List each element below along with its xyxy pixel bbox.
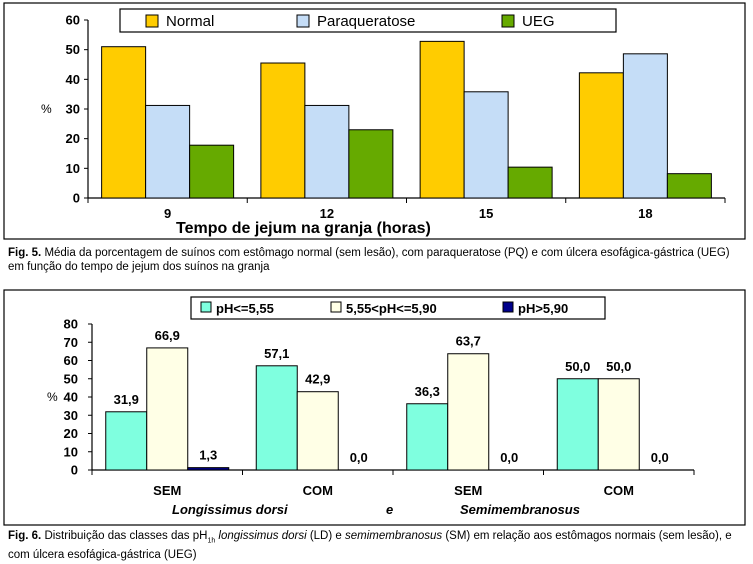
chart2-y-tick-label: 40 xyxy=(64,390,78,405)
chart1-legend-swatch xyxy=(501,14,515,28)
chart1-x-tick-label: 18 xyxy=(638,206,652,221)
chart2-ylabel: % xyxy=(47,390,58,404)
chart2-data-label: 66,9 xyxy=(155,328,180,343)
chart2-legend-swatch xyxy=(200,301,212,313)
chart1-y-tick-label: 60 xyxy=(66,13,80,28)
chart2-y-ticks: 0 10 20 30 40 50 60 70 80 xyxy=(64,317,92,478)
chart2-y-tick-label: 10 xyxy=(64,444,78,459)
fig6-text-b: longissimus dorsi xyxy=(215,530,307,542)
chart2-bar xyxy=(406,403,449,471)
chart1-legend-swatch xyxy=(296,14,310,28)
chart1-bar xyxy=(189,144,235,199)
chart2-data-label: 63,7 xyxy=(456,334,481,349)
chart1-legend-label: UEG xyxy=(522,13,555,30)
chart1-bar xyxy=(463,91,509,199)
chart2-data-label: 0,0 xyxy=(350,450,368,465)
chart1-y-tick-label: 0 xyxy=(73,191,80,206)
chart2-y-tick-label: 70 xyxy=(64,335,78,350)
chart2-x-tick-label: SEM xyxy=(454,483,482,498)
chart2-legend-label: pH<=5,55 xyxy=(216,301,274,316)
chart1-legend-swatch xyxy=(145,14,159,28)
chart1-y-tick-label: 10 xyxy=(66,161,80,176)
chart2-group-e: e xyxy=(386,502,393,517)
chart2-data-label: 0,0 xyxy=(651,450,669,465)
chart1-bar xyxy=(507,166,553,199)
chart2-legend-label: 5,55<pH<=5,90 xyxy=(346,301,437,316)
chart1-legend-label: Normal xyxy=(166,13,214,30)
chart1-legend-label: Paraqueratose xyxy=(317,13,415,30)
chart1-y-tick-label: 20 xyxy=(66,131,80,146)
chart2-x-tick-label: SEM xyxy=(153,483,181,498)
chart2-legend-swatch xyxy=(330,301,342,313)
chart1-bar xyxy=(419,40,465,199)
chart2-legend-swatch xyxy=(502,301,514,313)
chart1-bar xyxy=(101,46,147,199)
chart1-bar xyxy=(578,72,624,199)
chart2-legend-label: pH>5,90 xyxy=(518,301,568,316)
chart2-bar xyxy=(296,391,339,471)
chart1-bar xyxy=(348,129,394,199)
fig6-text-e: (SM) em relação aos estômagos normais (s… xyxy=(8,530,732,562)
chart1-x-ticks: 9 12 15 18 xyxy=(87,198,726,221)
chart1-bar xyxy=(260,62,306,199)
chart1-bars xyxy=(101,40,712,199)
fig6-text-d: semimembranosus xyxy=(344,530,443,542)
chart2-x-tick-label: COM xyxy=(303,483,333,498)
chart2-y-tick-label: 30 xyxy=(64,408,78,423)
chart1-y-tick-label: 50 xyxy=(66,42,80,57)
chart1-y-tick-label: 40 xyxy=(66,72,80,87)
chart2-bar xyxy=(146,347,189,471)
chart1-bar xyxy=(145,104,191,199)
chart2-group-ld: Longissimus dorsi xyxy=(172,502,288,517)
chart1-bar xyxy=(666,173,712,199)
chart2-group-sm: Semimembranosus xyxy=(460,502,580,517)
fig6-text-c: (LD) e xyxy=(306,530,345,542)
chart1-y-ticks: 0 10 20 30 40 50 60 xyxy=(66,13,88,206)
chart2-y-tick-label: 20 xyxy=(64,426,78,441)
chart2-y-tick-label: 50 xyxy=(64,371,78,386)
fig6-label: Fig. 6. xyxy=(8,530,42,542)
chart1-x-tick-label: 12 xyxy=(320,206,334,221)
chart2-y-tick-label: 60 xyxy=(64,353,78,368)
chart1-y-tick-label: 30 xyxy=(66,102,80,117)
chart2-data-label: 42,9 xyxy=(305,372,330,387)
chart2-legend xyxy=(190,296,606,320)
chart2-bar xyxy=(105,411,148,471)
chart2-data-label: 1,3 xyxy=(199,448,217,463)
chart2-data-labels: 31,9 66,9 1,3 57,1 42,9 0,0 36,3 63,7 0,0 50,0 50,… xyxy=(114,328,669,465)
chart2-bar xyxy=(597,378,640,471)
chart1-x-tick-label: 9 xyxy=(164,206,171,221)
fig6-caption: Fig. 6. Distribuição das classes das pH1… xyxy=(8,529,748,562)
fig5-label: Fig. 5. xyxy=(8,247,42,259)
chart2-bar xyxy=(187,467,230,471)
fig6-sub: 1h xyxy=(207,537,216,545)
chart2-y-tick-label: 0 xyxy=(71,463,78,478)
chart2-data-label: 50,0 xyxy=(565,359,590,374)
chart2-data-label: 0,0 xyxy=(500,450,518,465)
chart2-x-tick-label: COM xyxy=(604,483,634,498)
chart2-bar xyxy=(556,378,599,471)
chart2-bar xyxy=(447,353,490,471)
chart2-legend-items: pH<=5,55 5,55<pH<=5,90 pH>5,90 xyxy=(200,301,568,316)
chart2-x-ticks: SEM COM SEM COM xyxy=(91,470,695,498)
chart1-x-tick-label: 15 xyxy=(479,206,493,221)
chart1-bar xyxy=(304,104,350,199)
chart2-y-tick-label: 80 xyxy=(64,317,78,332)
chart1-ylabel: % xyxy=(41,102,52,116)
chart1-legend-items: Normal Paraqueratose UEG xyxy=(145,13,555,30)
chart1-xlabel: Tempo de jejum na granja (horas) xyxy=(176,220,431,237)
fig6-text-a: Distribuição das classes das pH xyxy=(44,530,208,542)
chart2-bars xyxy=(105,347,640,471)
fig5-text: Média da porcentagem de suínos com estôm… xyxy=(8,247,730,273)
chart2-data-label: 57,1 xyxy=(264,346,289,361)
chart1-bar xyxy=(622,53,668,199)
chart2-data-label: 31,9 xyxy=(114,392,139,407)
fig5-caption: Fig. 5. Média da porcentagem de suínos c… xyxy=(8,246,748,274)
chart2-data-label: 36,3 xyxy=(415,384,440,399)
chart2-bar xyxy=(255,365,298,471)
chart1-legend xyxy=(119,8,617,33)
chart2-data-label: 50,0 xyxy=(606,359,631,374)
